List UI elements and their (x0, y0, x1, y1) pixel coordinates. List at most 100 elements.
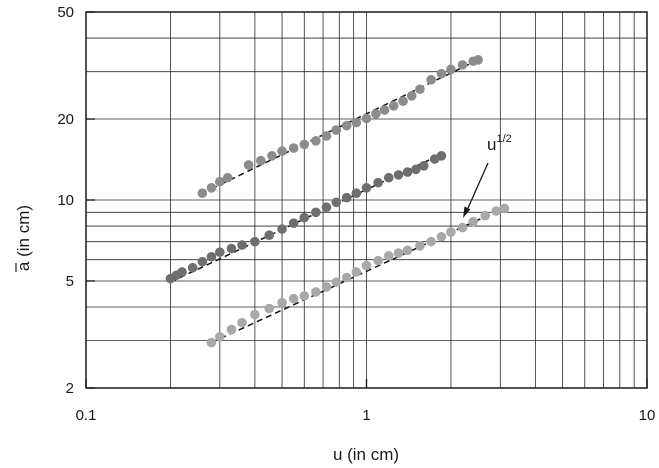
data-point (277, 146, 287, 156)
y-tick-label: 10 (57, 192, 74, 209)
data-point (311, 207, 321, 218)
annotation-arrowhead (463, 206, 471, 218)
data-point (426, 236, 436, 247)
data-point (436, 150, 447, 161)
y-tick-label: 50 (57, 4, 74, 21)
data-point (402, 245, 413, 256)
data-point (383, 251, 394, 261)
data-point (321, 202, 332, 213)
data-point (457, 60, 468, 70)
x-tick-label: 1 (362, 407, 370, 424)
data-point (331, 197, 342, 208)
data-point (457, 222, 468, 233)
data-point (402, 167, 413, 177)
data-point (206, 337, 217, 348)
data-point (473, 55, 483, 65)
data-point (250, 309, 260, 320)
data-point (446, 64, 456, 75)
data-point (491, 206, 502, 216)
y-axis-label: a (in cm) (14, 205, 33, 271)
data-point (215, 247, 225, 257)
data-point (206, 183, 217, 193)
data-point (288, 293, 299, 304)
data-point (331, 277, 342, 287)
data-point (480, 210, 491, 221)
data-point (222, 172, 233, 183)
data-point (237, 317, 247, 328)
data-point (388, 100, 399, 111)
data-point (418, 161, 429, 171)
data-point (393, 248, 404, 258)
data-point (371, 109, 381, 119)
data-point (277, 297, 287, 308)
data-point (250, 236, 260, 247)
data-point (436, 231, 447, 242)
data-point (197, 256, 208, 267)
y-tick-label: 2 (66, 380, 74, 397)
data-point (299, 139, 310, 150)
data-point (264, 230, 275, 240)
data-point (415, 84, 425, 95)
grid (86, 12, 647, 388)
data-point (288, 218, 299, 228)
data-point (264, 303, 275, 314)
data-point (215, 332, 225, 342)
annotation-exponent: 1/2 (496, 133, 511, 145)
annotation-base: u (487, 135, 496, 154)
data-point (226, 243, 237, 254)
data-point (226, 324, 237, 335)
data-point (331, 125, 342, 135)
data-point (361, 113, 372, 124)
data-point (206, 251, 217, 262)
data-point (187, 262, 198, 273)
data-point (177, 267, 187, 277)
data-point (446, 227, 456, 237)
data-point (341, 192, 352, 203)
y-tick-label: 5 (66, 273, 74, 290)
data-point (426, 74, 436, 85)
data-point (215, 176, 225, 187)
data-point (243, 160, 254, 170)
data-point (341, 120, 352, 131)
data-point (468, 216, 478, 227)
data-point (351, 117, 362, 128)
data-point (277, 224, 287, 234)
y-axis-label-group: a (in cm) (14, 205, 33, 272)
y-tick-label: 20 (57, 111, 74, 128)
data-point (383, 172, 394, 183)
data-point (415, 241, 425, 251)
data-point (499, 203, 510, 214)
sqrt-annotation: u1/2 (463, 133, 512, 218)
data-point (373, 255, 383, 266)
data-point (321, 282, 332, 292)
data-point (341, 272, 352, 283)
data-point (237, 240, 247, 250)
data-point (288, 143, 299, 153)
x-tick-label: 10 (639, 407, 656, 424)
data-point (267, 150, 277, 161)
annotation-arrow-line (467, 162, 489, 209)
x-axis-label: u (in cm) (333, 445, 399, 464)
svg-text:u1/2: u1/2 (487, 133, 512, 154)
data-points (165, 55, 510, 348)
data-point (411, 164, 421, 175)
x-tick-label: 0.1 (76, 407, 97, 424)
data-point (351, 267, 362, 277)
data-point (299, 291, 310, 301)
data-point (351, 188, 362, 198)
data-point (361, 183, 372, 193)
data-point (361, 260, 372, 271)
data-point (256, 155, 266, 166)
data-point (379, 105, 390, 115)
data-point (197, 188, 208, 198)
data-point (436, 68, 447, 79)
data-point (373, 177, 383, 188)
data-point (299, 212, 310, 223)
data-point (321, 131, 332, 141)
data-point (311, 135, 321, 146)
data-point (398, 96, 408, 106)
data-point (406, 91, 417, 101)
data-point (393, 170, 404, 180)
axis-ticks: 0.1 1 10 2 5 10 20 50 (57, 4, 655, 424)
